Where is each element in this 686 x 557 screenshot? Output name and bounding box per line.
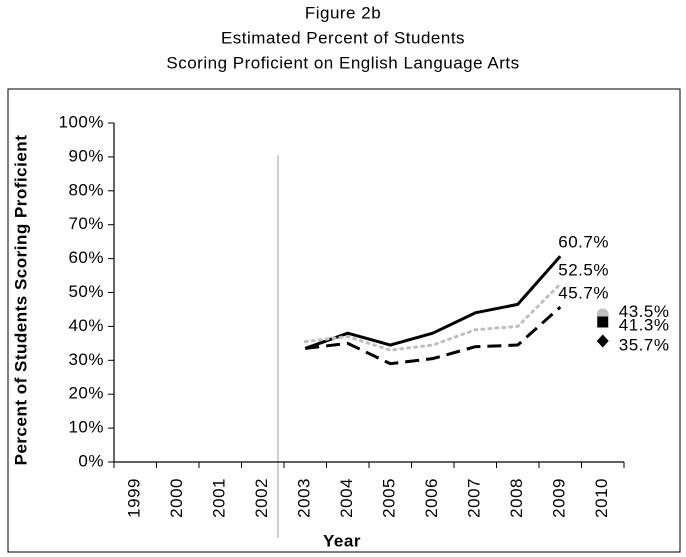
- marker: [596, 334, 609, 348]
- x-tick-label: 2009: [550, 478, 569, 518]
- x-tick-label: 1999: [125, 478, 144, 518]
- y-tick-label: 70%: [68, 214, 104, 233]
- line: [303, 282, 562, 352]
- line: [304, 255, 562, 350]
- chart-title: Scoring Proficient on English Language A…: [166, 53, 519, 72]
- x-tick-label: 2007: [465, 478, 484, 518]
- y-tick-label: 100%: [59, 112, 104, 131]
- x-tick-label: 2002: [252, 478, 271, 518]
- x-tick-label: 2001: [210, 478, 229, 518]
- x-tick-label: 2010: [592, 478, 611, 518]
- y-tick-label: 80%: [68, 180, 104, 199]
- y-tick-label: 0%: [78, 451, 104, 470]
- x-axis-label: Year: [323, 531, 361, 550]
- x-tick-label: 2005: [380, 478, 399, 518]
- data-label: 41.3%: [619, 315, 670, 334]
- y-axis-label: Percent of Students Scoring Proficient: [11, 135, 30, 466]
- marker: [597, 316, 609, 328]
- y-tick-label: 10%: [68, 418, 104, 437]
- x-tick-label: 2000: [167, 478, 186, 518]
- line: [305, 305, 562, 366]
- data-label: 60.7%: [558, 233, 609, 252]
- chart-border: [7, 88, 681, 553]
- data-label: 35.7%: [619, 335, 670, 354]
- chart-title: Figure 2b: [305, 3, 381, 22]
- y-tick-label: 40%: [68, 316, 104, 335]
- x-tick-label: 2004: [337, 478, 356, 518]
- y-tick-label: 20%: [68, 384, 104, 403]
- x-tick-label: 2006: [422, 478, 441, 518]
- data-label: 43.5%: [619, 302, 670, 321]
- chart-title: Estimated Percent of Students: [221, 28, 465, 47]
- y-tick-label: 30%: [68, 350, 104, 369]
- x-tick-label: 2003: [295, 478, 314, 518]
- data-label: 52.5%: [558, 261, 609, 280]
- y-tick-label: 90%: [68, 146, 104, 165]
- data-label: 45.7%: [558, 284, 609, 303]
- y-tick-label: 60%: [68, 248, 104, 267]
- y-tick-label: 50%: [68, 282, 104, 301]
- x-tick-label: 2008: [507, 478, 526, 518]
